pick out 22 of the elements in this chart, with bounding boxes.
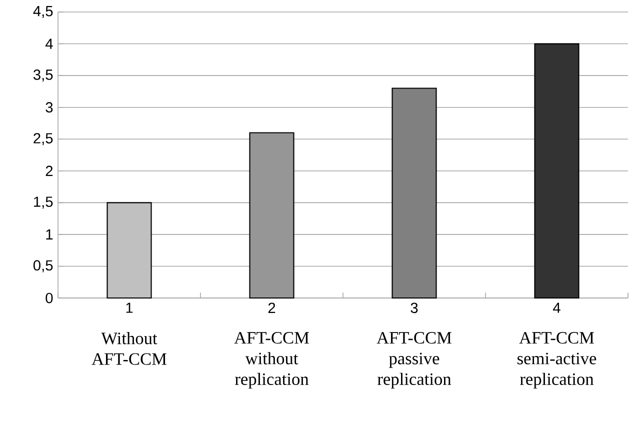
y-tick-label: 4 <box>45 38 53 49</box>
bar <box>392 88 437 299</box>
x-tick-label: 2 <box>268 302 276 313</box>
y-tick-label: 2,5 <box>34 133 53 146</box>
bar <box>249 132 294 299</box>
text: AFT-CCM passive replication <box>376 332 452 389</box>
bar <box>534 43 580 299</box>
y-tick-label: 3,5 <box>33 70 53 82</box>
text: AFT-CCM semi-active replication <box>518 332 596 389</box>
bar <box>106 202 152 299</box>
y-tick-label: 0 <box>46 292 53 304</box>
y-tick-label: 0,5 <box>33 260 53 272</box>
text: Without AFT-CCM <box>92 332 166 365</box>
y-tick-label: 1 <box>46 229 53 240</box>
x-tick-label: 1 <box>126 302 133 313</box>
y-tick-label: 1,5 <box>34 196 53 209</box>
x-tick-label: 4 <box>553 302 560 313</box>
x-tick-label: 3 <box>410 302 418 314</box>
y-tick-label: 3 <box>46 102 53 113</box>
y-tick-label: 2 <box>46 166 53 176</box>
y-tick-label: 4,5 <box>33 6 53 18</box>
text: AFT-CCM without replication <box>234 332 309 389</box>
